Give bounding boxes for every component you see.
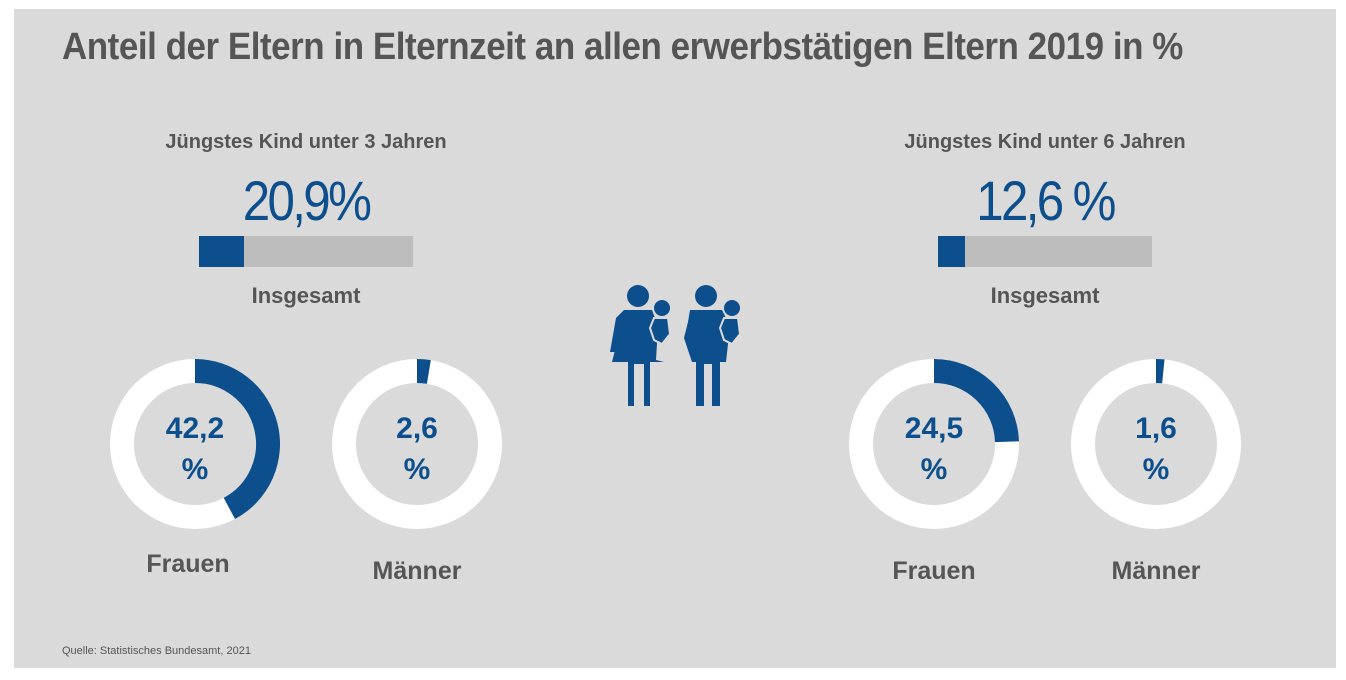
donut-arc-men <box>416 359 431 384</box>
group-subtitle: Jüngstes Kind unter 3 Jahren <box>165 131 447 153</box>
total-value: 12,6 % <box>976 169 1116 232</box>
donut-men <box>1071 359 1241 529</box>
total-bar-fill <box>199 236 244 267</box>
donut-arc-women <box>194 359 280 519</box>
donut-value-men: 1,6 <box>1135 412 1177 445</box>
donut-unit-men: % <box>1142 453 1170 486</box>
group-subtitle: Jüngstes Kind unter 6 Jahren <box>904 131 1186 153</box>
donut-men <box>332 359 502 529</box>
mother-figure <box>610 285 672 406</box>
donut-unit-women: % <box>181 453 209 486</box>
donut-women <box>110 359 280 529</box>
donut-label-men: Männer <box>372 557 462 585</box>
donut-label-women: Frauen <box>892 557 976 585</box>
chart-title: Anteil der Eltern in Elternzeit an allen… <box>62 26 1183 68</box>
parents-icon-svg <box>610 285 742 406</box>
donut-women <box>849 359 1019 529</box>
total-label: Insgesamt <box>990 283 1100 308</box>
infographic-panel <box>14 9 1336 668</box>
donut-label-women: Frauen <box>146 550 230 578</box>
total-bar-fill <box>938 236 965 267</box>
donut-value-women: 42,2 <box>165 412 225 445</box>
donut-unit-women: % <box>920 453 948 486</box>
total-value: 20,9% <box>242 169 372 232</box>
source-note: Quelle: Statistisches Bundesamt, 2021 <box>62 645 251 657</box>
donut-unit-men: % <box>403 453 431 486</box>
donut-label-men: Männer <box>1111 557 1201 585</box>
donut-arc-women <box>933 359 1019 443</box>
donut-value-women: 24,5 <box>904 412 964 445</box>
donut-value-men: 2,6 <box>396 412 438 445</box>
parents-with-babies-icon <box>606 282 756 410</box>
total-label: Insgesamt <box>251 283 361 308</box>
father-figure <box>684 285 742 406</box>
total-bar-track <box>938 236 1152 267</box>
total-bar-track <box>199 236 413 267</box>
